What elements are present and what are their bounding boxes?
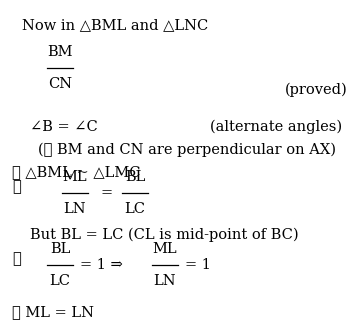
- Text: (proved): (proved): [285, 83, 348, 97]
- Text: LN: LN: [64, 202, 86, 216]
- Text: (alternate angles): (alternate angles): [210, 120, 342, 134]
- Text: LC: LC: [50, 274, 70, 288]
- Text: CN: CN: [48, 77, 72, 91]
- Text: ∴: ∴: [12, 252, 21, 266]
- Text: ∴: ∴: [12, 180, 21, 194]
- Text: ∴ ML = LN: ∴ ML = LN: [12, 305, 94, 319]
- Text: BM: BM: [47, 45, 73, 59]
- Text: = 1 ⇒: = 1 ⇒: [80, 258, 123, 272]
- Text: BL: BL: [125, 170, 145, 184]
- Text: Now in △BML and △LNC: Now in △BML and △LNC: [22, 18, 208, 32]
- Text: ML: ML: [153, 242, 177, 256]
- Text: But BL = LC (CL is mid-point of BC): But BL = LC (CL is mid-point of BC): [30, 228, 299, 243]
- Text: = 1: = 1: [185, 258, 211, 272]
- Text: (∵ BM and CN are perpendicular on AX): (∵ BM and CN are perpendicular on AX): [38, 143, 336, 157]
- Text: ML: ML: [63, 170, 87, 184]
- Text: ∴ △BML ~ △LMC: ∴ △BML ~ △LMC: [12, 165, 140, 179]
- Text: ∠B = ∠C: ∠B = ∠C: [30, 120, 98, 134]
- Text: BL: BL: [50, 242, 70, 256]
- Text: =: =: [100, 186, 112, 200]
- Text: LN: LN: [154, 274, 176, 288]
- Text: LC: LC: [125, 202, 145, 216]
